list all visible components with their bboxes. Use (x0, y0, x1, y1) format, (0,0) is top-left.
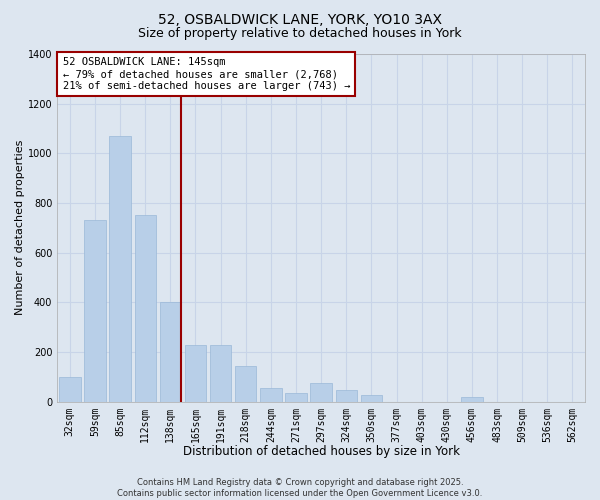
Bar (235, 366, 256, 402)
Text: Size of property relative to detached houses in York: Size of property relative to detached ho… (138, 28, 462, 40)
Y-axis label: Number of detached properties: Number of detached properties (15, 140, 25, 316)
Bar (361, 396, 382, 402)
Text: 52, OSBALDWICK LANE, YORK, YO10 3AX: 52, OSBALDWICK LANE, YORK, YO10 3AX (158, 12, 442, 26)
Bar (210, 344, 231, 402)
Bar (260, 388, 281, 402)
Text: 52 OSBALDWICK LANE: 145sqm
← 79% of detached houses are smaller (2,768)
21% of s: 52 OSBALDWICK LANE: 145sqm ← 79% of deta… (62, 58, 350, 90)
Bar (84, 220, 106, 402)
Bar (335, 390, 357, 402)
Bar (109, 136, 131, 402)
Bar (134, 216, 156, 402)
Text: Contains HM Land Registry data © Crown copyright and database right 2025.
Contai: Contains HM Land Registry data © Crown c… (118, 478, 482, 498)
Bar (286, 393, 307, 402)
Bar (461, 397, 482, 402)
Bar (59, 377, 80, 402)
Bar (310, 383, 332, 402)
Bar (160, 302, 181, 402)
X-axis label: Distribution of detached houses by size in York: Distribution of detached houses by size … (182, 444, 460, 458)
Bar (185, 344, 206, 402)
